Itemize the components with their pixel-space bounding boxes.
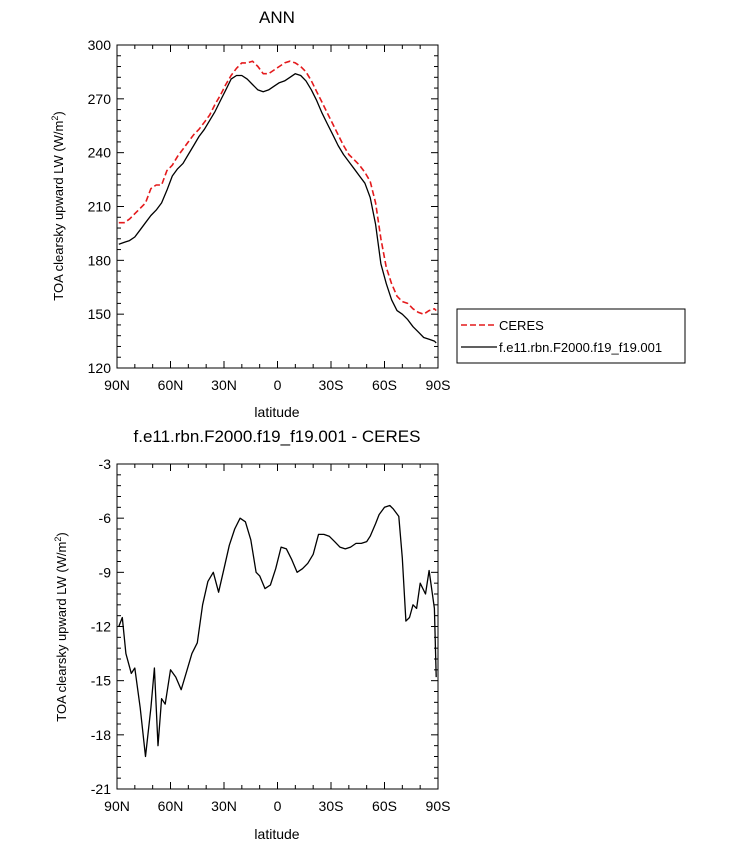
chart-bottom-y-tick-label: -6 (99, 510, 112, 526)
chart-top-x-tick-label: 90S (426, 377, 451, 393)
chart-top-y-tick-label: 150 (88, 306, 112, 322)
chart-bottom-x-tick-label: 90S (426, 798, 451, 814)
chart-bottom-y-tick-label: -3 (99, 456, 112, 472)
chart-bottom-x-tick-labels: 90N 60N 30N 0 30S 60S 90S (104, 798, 450, 814)
chart-top-y-tick-label: 120 (88, 360, 112, 376)
chart-bottom-y-label: TOA clearsky upward LW (W/m2) (53, 532, 69, 721)
chart-top-frame (116, 44, 439, 369)
chart-top-y-label-main: TOA clearsky upward LW (W/m (51, 121, 66, 301)
chart-bottom: f.e11.rbn.F2000.f19_f19.001 - CERES 90N 6… (53, 427, 450, 842)
chart-top-x-tick-label: 0 (274, 377, 282, 393)
chart-bottom-y-label-main: TOA clearsky upward LW (W/m (54, 542, 69, 722)
chart-top-x-tick-label: 90N (104, 377, 130, 393)
chart-top-x-tick-label: 30S (319, 377, 344, 393)
chart-top-x-tick-labels: 90N 60N 30N 0 30S 60S 90S (104, 377, 450, 393)
legend-box (456, 308, 686, 364)
chart-bottom-x-label: latitude (254, 826, 299, 842)
chart-top-y-tick-label: 180 (88, 252, 112, 268)
chart-top-y-tick-label: 210 (88, 199, 112, 215)
chart-bottom-y-tick-label: -18 (91, 727, 111, 743)
chart-bottom-series (118, 504, 437, 758)
chart-top: ANN 90N 60N 30N 0 30S 60S 90S 120 150 180 210 240 2… (50, 8, 686, 420)
chart-top-series-model-line (118, 73, 437, 344)
legend: CERES f.e11.rbn.F2000.f19_f19.001 (456, 308, 686, 364)
chart-top-y-tick-labels: 120 150 180 210 240 270 300 (88, 37, 112, 376)
chart-bottom-y-tick-label: -12 (91, 619, 111, 635)
chart-bottom-x-tick-label: 30S (319, 798, 344, 814)
chart-bottom-y-tick-label: -21 (91, 781, 111, 797)
chart-top-x-label: latitude (254, 404, 299, 420)
chart-bottom-ticks (116, 463, 439, 790)
chart-top-y-label-sup: 2 (50, 116, 60, 121)
chart-bottom-y-label-sup: 2 (53, 537, 63, 542)
chart-bottom-y-tick-label: -9 (99, 564, 112, 580)
chart-bottom-y-tick-label: -15 (91, 673, 111, 689)
chart-bottom-series-difference-line (118, 504, 437, 758)
chart-bottom-title: f.e11.rbn.F2000.f19_f19.001 - CERES (134, 427, 421, 446)
legend-label-model: f.e11.rbn.F2000.f19_f19.001 (499, 340, 662, 355)
chart-top-x-tick-label: 60N (158, 377, 184, 393)
chart-top-ticks (116, 44, 439, 369)
legend-label-ceres: CERES (499, 318, 544, 333)
chart-bottom-x-tick-label: 90N (104, 798, 130, 814)
chart-bottom-x-tick-label: 60S (372, 798, 397, 814)
chart-bottom-y-label-end: ) (54, 532, 69, 536)
chart-top-series (118, 60, 437, 344)
chart-bottom-y-tick-labels: -21 -18 -15 -12 -9 -6 -3 (91, 456, 111, 797)
chart-bottom-frame (116, 463, 439, 790)
chart-top-series-ceres-line (118, 60, 437, 316)
chart-bottom-x-tick-label: 0 (274, 798, 282, 814)
chart-top-y-label: TOA clearsky upward LW (W/m2) (50, 111, 66, 300)
chart-bottom-x-tick-label: 60N (158, 798, 184, 814)
chart-bottom-x-tick-label: 30N (211, 798, 237, 814)
chart-top-y-tick-label: 300 (88, 37, 112, 53)
chart-top-y-label-end: ) (51, 111, 66, 115)
chart-top-y-tick-label: 270 (88, 91, 112, 107)
chart-top-title: ANN (259, 8, 295, 27)
chart-top-y-tick-label: 240 (88, 145, 112, 161)
chart-top-x-tick-label: 30N (211, 377, 237, 393)
chart-top-x-tick-label: 60S (372, 377, 397, 393)
